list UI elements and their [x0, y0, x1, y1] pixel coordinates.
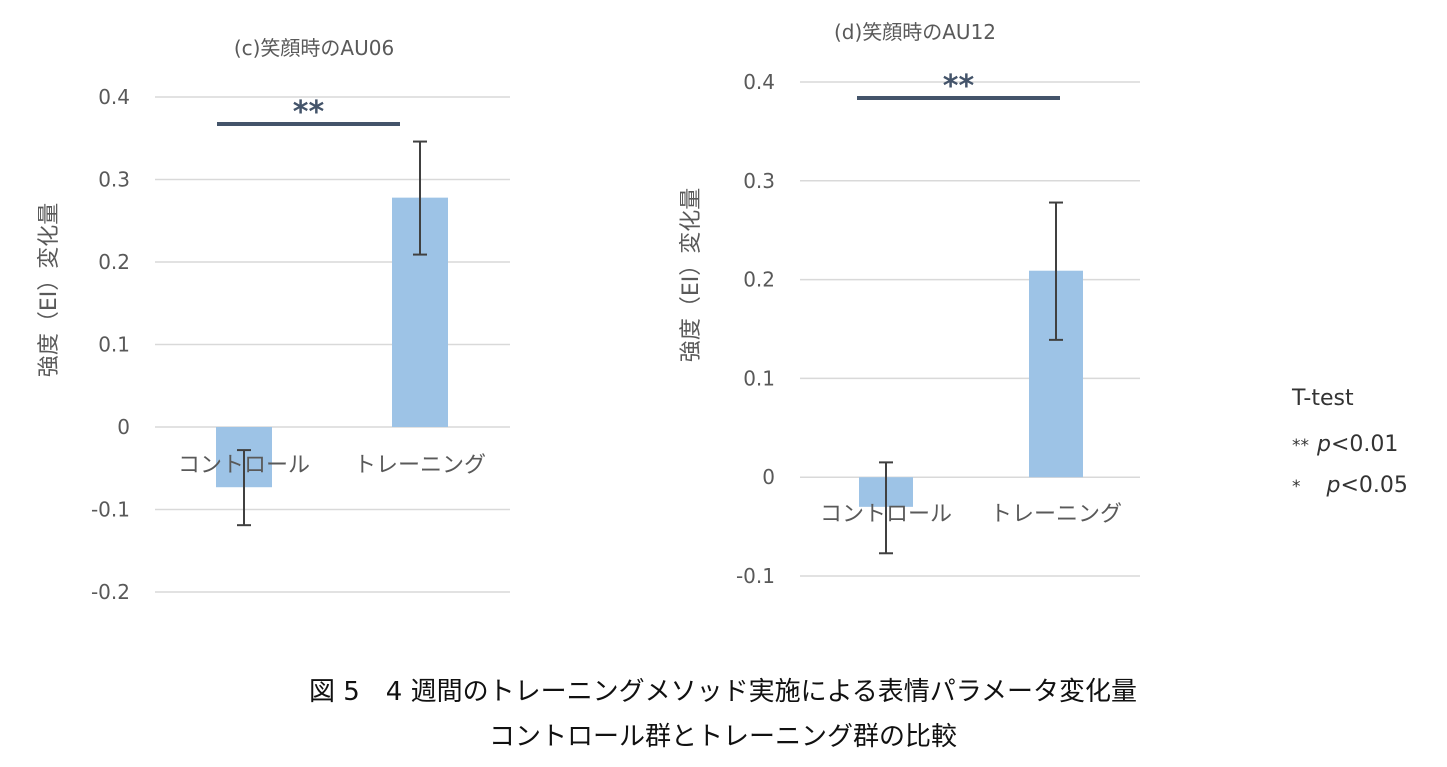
y-tick-label: -0.2	[91, 580, 130, 604]
chart-c-au06: (c)笑顔時のAU06 強度（EI）変化量 -0.2 -0.1 0 0.1 0.2 0.3…	[37, 36, 510, 604]
chart-c-ylabel: 強度（EI）変化量	[37, 203, 62, 377]
category-label: コントロール	[820, 502, 952, 527]
chart-d-ylabel: 強度（EI）変化量	[679, 188, 704, 362]
legend-line-1-stars: **	[1292, 436, 1309, 456]
chart-d-gridlines	[800, 81, 1140, 577]
y-tick-label: 0	[762, 465, 775, 489]
chart-c-yticks: -0.2 -0.1 0 0.1 0.2 0.3 0.4	[91, 85, 130, 604]
legend-line-2-stars: *	[1292, 477, 1301, 497]
y-tick-label: 0.4	[98, 85, 130, 109]
chart-c-gridlines	[155, 96, 510, 593]
chart-c-categories: コントロール トレーニング	[178, 453, 486, 478]
legend-line-2: * p<0.05	[1292, 473, 1408, 498]
chart-c-significance: **	[217, 95, 400, 130]
legend-line-2-p: p	[1326, 473, 1341, 498]
y-tick-label: 0	[117, 415, 130, 439]
legend-line-1: ** p<0.01	[1292, 432, 1398, 457]
y-tick-label: 0.4	[743, 70, 775, 94]
category-label: コントロール	[178, 453, 310, 478]
legend-line-1-p: p	[1316, 432, 1331, 457]
y-tick-label: 0.3	[98, 168, 130, 192]
chart-d-significance: **	[857, 69, 1060, 104]
chart-d-title: (d)笑顔時のAU12	[834, 20, 996, 44]
legend-title: T-test	[1291, 386, 1354, 411]
chart-d-bars	[859, 270, 1083, 507]
t-test-legend: T-test ** p<0.01 * p<0.05	[1291, 386, 1408, 498]
significance-stars: **	[943, 69, 975, 104]
chart-c-title: (c)笑顔時のAU06	[234, 36, 394, 60]
chart-d-yticks: -0.1 0 0.1 0.2 0.3 0.4	[736, 70, 775, 588]
y-tick-label: -0.1	[736, 564, 775, 588]
figure-caption-line-2: コントロール群とトレーニング群の比較	[489, 722, 957, 752]
chart-c-bars	[216, 197, 448, 488]
chart-c-error-bars	[237, 140, 427, 527]
y-tick-label: 0.1	[98, 333, 130, 357]
significance-stars: **	[293, 95, 325, 130]
y-tick-label: 0.1	[743, 366, 775, 390]
figure-caption-line-1: 図 5 4 週間のトレーニングメソッド実施による表情パラメータ変化量	[309, 677, 1137, 707]
y-tick-label: 0.2	[743, 268, 775, 292]
chart-d-error-bars	[879, 201, 1063, 555]
category-label: トレーニング	[990, 502, 1122, 527]
chart-d-au12: (d)笑顔時のAU12 強度（EI）変化量 -0.100.10.20.30.4 …	[679, 20, 1140, 588]
y-tick-label: 0.3	[743, 169, 775, 193]
chart-d-categories: コントロール トレーニング	[820, 502, 1122, 527]
legend-line-1-value: <0.01	[1331, 432, 1398, 457]
legend-line-2-value: <0.05	[1340, 473, 1407, 498]
y-tick-label: -0.1	[91, 498, 130, 522]
category-label: トレーニング	[354, 453, 486, 478]
y-tick-label: 0.2	[98, 250, 130, 274]
